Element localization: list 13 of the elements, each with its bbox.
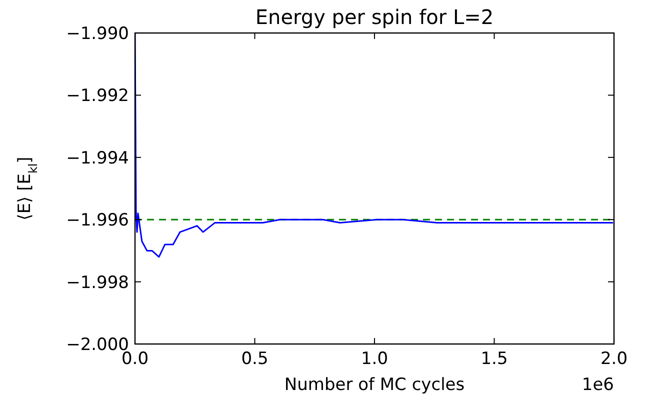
text: 1e6 <box>582 375 614 395</box>
x-tick-label: 1.0 <box>360 349 388 369</box>
y-tick-label: −1.990 <box>66 24 129 44</box>
x-tick-label: 0.5 <box>241 349 268 369</box>
x-axis-title: Number of MC cycles <box>284 375 465 395</box>
chart-title: Energy per spin for L=2 <box>255 5 494 29</box>
y-tick-label: −1.998 <box>66 272 129 293</box>
y-tick-label: −1.992 <box>66 86 129 106</box>
x-tick-label: 1.5 <box>480 349 508 369</box>
y-tick-label: −1.996 <box>66 210 129 231</box>
x-tick-label: 2.0 <box>600 349 628 369</box>
line-series <box>135 32 614 258</box>
y-tick-label: −1.994 <box>66 148 129 168</box>
